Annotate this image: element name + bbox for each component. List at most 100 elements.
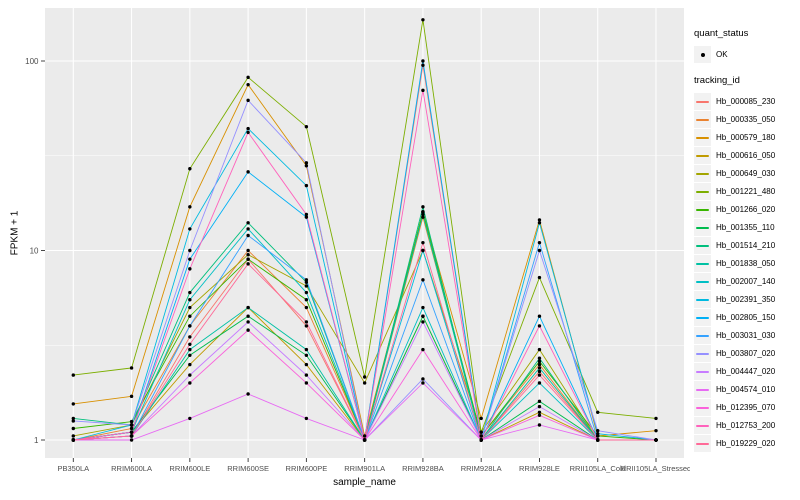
data-point xyxy=(188,416,192,421)
data-point xyxy=(304,164,309,168)
data-point xyxy=(537,369,542,374)
data-point xyxy=(421,240,425,245)
legend-item-label: Hb_000085_230 xyxy=(716,97,776,106)
data-point xyxy=(246,392,250,396)
legend-item-label: Hb_001514_210 xyxy=(716,241,776,250)
legend-item-Hb_001838_050: Hb_001838_050 xyxy=(694,255,798,272)
legend-item-label: Hb_002805_150 xyxy=(716,313,776,322)
data-point xyxy=(421,63,425,67)
data-point xyxy=(304,125,309,129)
data-point xyxy=(537,356,542,360)
data-point xyxy=(188,257,192,261)
data-point xyxy=(421,320,425,324)
data-point xyxy=(362,438,367,442)
x-tick-label-RRII105LA_Cold: RRII105LA_Cold xyxy=(570,464,626,473)
legend-spacer xyxy=(694,64,798,75)
data-point xyxy=(304,212,309,217)
data-point xyxy=(537,324,542,328)
legend-item-label: Hb_000649_030 xyxy=(716,169,776,178)
data-point xyxy=(654,428,658,433)
line-swatch-icon xyxy=(696,100,709,103)
data-point xyxy=(188,353,192,357)
data-point xyxy=(129,426,134,431)
data-point xyxy=(246,262,250,266)
data-point xyxy=(188,314,192,318)
legend-key-box xyxy=(694,435,711,452)
data-point xyxy=(129,434,134,438)
data-point xyxy=(596,410,600,415)
data-point xyxy=(537,275,542,280)
legend-item-Hb_003807_020: Hb_003807_020 xyxy=(694,345,798,362)
line-swatch-icon xyxy=(696,226,709,229)
data-point xyxy=(421,212,425,217)
data-point xyxy=(188,324,192,328)
legend-item-Hb_002007_140: Hb_002007_140 xyxy=(694,273,798,290)
data-point xyxy=(246,221,250,225)
data-point xyxy=(537,410,542,415)
data-point xyxy=(188,167,192,171)
data-point xyxy=(129,430,134,434)
data-point xyxy=(421,381,425,385)
data-point xyxy=(129,394,134,399)
data-point xyxy=(188,342,192,346)
data-point xyxy=(71,402,76,406)
line-swatch-icon xyxy=(696,424,709,427)
legend-item-Hb_012395_070: Hb_012395_070 xyxy=(694,399,798,416)
legend-item-Hb_000335_050: Hb_000335_050 xyxy=(694,111,798,128)
line-swatch-icon xyxy=(696,370,709,373)
legend-item-Hb_002391_350: Hb_002391_350 xyxy=(694,291,798,308)
data-point xyxy=(304,161,309,165)
x-tick-label-RRIM600PE: RRIM600PE xyxy=(286,464,328,473)
data-point xyxy=(188,227,192,231)
data-point xyxy=(537,362,542,367)
data-point xyxy=(421,314,425,318)
data-point xyxy=(129,419,134,424)
legend-item-label: Hb_001838_050 xyxy=(716,259,776,268)
data-point xyxy=(537,314,542,318)
data-point xyxy=(537,366,542,370)
data-point xyxy=(537,359,542,364)
data-point xyxy=(246,98,250,103)
data-point xyxy=(304,373,309,377)
legend-key-box xyxy=(694,399,711,416)
data-point xyxy=(654,438,658,442)
data-point xyxy=(304,347,309,352)
data-point xyxy=(71,419,76,423)
data-point xyxy=(246,126,250,131)
line-swatch-icon xyxy=(696,244,709,247)
y-tick-label: 100 xyxy=(25,57,39,66)
line-swatch-icon xyxy=(696,388,709,391)
legend-key-box xyxy=(694,147,711,164)
legend-key-box xyxy=(694,129,711,146)
legend-item-label: Hb_002007_140 xyxy=(716,277,776,286)
data-point xyxy=(246,328,250,332)
legend-key-box xyxy=(694,417,711,434)
legend-key-box xyxy=(694,165,711,182)
plot-area: 1 10 100 PB350LA RRIM600LA RRIM600LE RRIM600SE… xyxy=(25,8,690,473)
legend-item-Hb_000616_050: Hb_000616_050 xyxy=(694,147,798,164)
legend-item-label: Hb_000335_050 xyxy=(716,115,776,124)
legend-item-label: OK xyxy=(716,50,728,59)
data-point xyxy=(537,423,542,427)
line-swatch-icon xyxy=(696,136,709,139)
data-point xyxy=(71,426,76,431)
data-point xyxy=(421,215,425,219)
legend-item-label: Hb_000579_180 xyxy=(716,133,776,142)
data-point xyxy=(537,221,542,225)
data-point xyxy=(537,347,542,352)
data-point xyxy=(304,183,309,188)
legend-key-box xyxy=(694,46,711,63)
x-tick-label-RRIM928BA: RRIM928BA xyxy=(402,464,444,473)
legend-key-box xyxy=(694,93,711,110)
data-point xyxy=(537,381,542,385)
line-swatch-icon xyxy=(696,442,709,445)
data-point xyxy=(537,248,542,253)
data-point xyxy=(304,305,309,310)
data-point xyxy=(304,320,309,324)
data-point xyxy=(304,362,309,367)
data-point xyxy=(654,416,658,421)
legend-item-Hb_001514_210: Hb_001514_210 xyxy=(694,237,798,254)
legend-item-label: Hb_001221_480 xyxy=(716,187,776,196)
data-point xyxy=(421,347,425,352)
data-point xyxy=(71,416,76,421)
